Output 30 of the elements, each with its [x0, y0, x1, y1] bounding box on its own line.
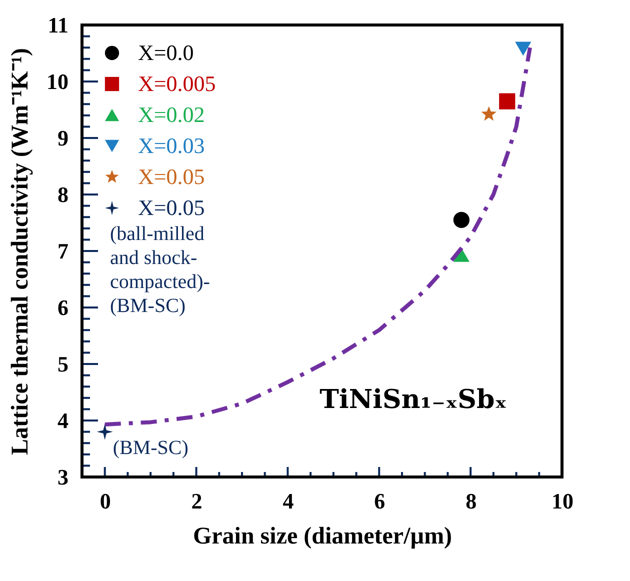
- point: [96, 424, 113, 440]
- x-tick-label: 6: [374, 488, 386, 514]
- y-tick-label: 9: [58, 126, 68, 150]
- legend-label: X=0.0: [138, 40, 194, 65]
- y-tick-label: 7: [58, 238, 68, 264]
- point: [481, 106, 497, 121]
- y-axis-title: Lattice thermal conductivity (Wm⁻¹K⁻¹): [8, 48, 34, 455]
- y-tick-label: 5: [58, 352, 68, 376]
- legend-label: X=0.005: [138, 71, 216, 96]
- x-tick-label: 2: [191, 488, 202, 514]
- x-axis-title: Grain size (diameter/µm): [192, 524, 452, 550]
- annotation: TiNiSn₁₋ₓSbₓ: [320, 385, 507, 416]
- point: [515, 42, 532, 56]
- y-tick-label: 10: [46, 69, 68, 94]
- legend-label: X=0.05 (ball-milled and shock- compacted)- (BM-SC): [110, 195, 210, 317]
- y-tick-label: 4: [58, 408, 68, 433]
- x-tick-label: 10: [552, 488, 574, 514]
- legend-label: X=0.03: [138, 133, 205, 158]
- x-tick-label: 8: [466, 488, 477, 514]
- legend-label: X=0.02: [138, 102, 205, 127]
- y-tick-label: 11: [48, 12, 68, 38]
- point: [499, 93, 516, 110]
- annotation: (BM-SC): [112, 436, 188, 459]
- legend-label: X=0.05: [138, 164, 205, 189]
- y-tick-label: 8: [58, 182, 68, 207]
- x-tick-label: 4: [282, 488, 294, 514]
- y-tick-label: 6: [58, 295, 68, 320]
- point: [453, 212, 470, 228]
- y-tick-label: 3: [58, 464, 68, 490]
- x-tick-label: 0: [100, 488, 111, 514]
